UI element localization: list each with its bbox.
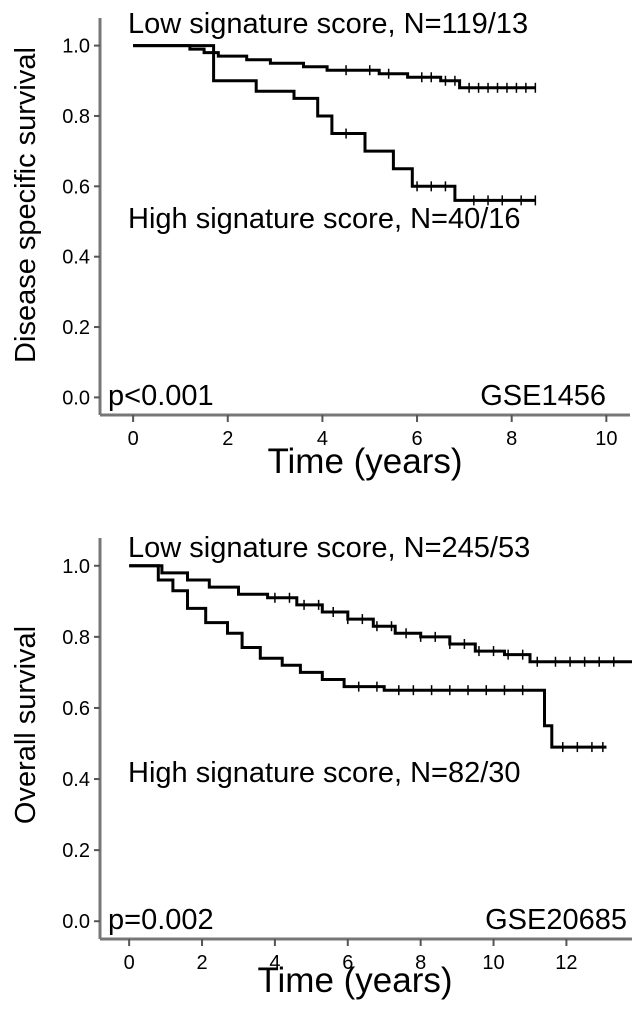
x-tick-label: 8 (506, 428, 517, 450)
x-tick-label: 0 (128, 428, 139, 450)
x-tick-label: 6 (342, 952, 353, 974)
low-group-label: Low signature score, N=119/13 (128, 8, 528, 40)
y-tick-label: 1.0 (62, 556, 90, 578)
x-tick-label: 4 (317, 428, 328, 450)
survival-curve-high (129, 564, 607, 749)
low-group-label: Low signature score, N=245/53 (128, 532, 530, 564)
y-tick-label: 0.0 (62, 911, 90, 933)
y-tick-label: 1.0 (62, 36, 90, 58)
x-tick-label: 12 (555, 952, 577, 974)
y-tick-label: 0.2 (62, 840, 90, 862)
x-tick-label: 4 (269, 952, 280, 974)
y-axis-title: Overall survival (10, 626, 42, 824)
dataset-label: GSE20685 (485, 904, 627, 936)
y-tick-label: 0.8 (62, 627, 90, 649)
high-group-label: High signature score, N=40/16 (128, 203, 521, 235)
x-axis-title: Time (years) (257, 961, 452, 1000)
p-value-label: p=0.002 (108, 904, 214, 936)
x-tick-label: 8 (415, 952, 426, 974)
x-axis-title: Time (years) (267, 442, 462, 481)
y-tick-label: 0.6 (62, 698, 90, 720)
y-axis-title: Disease specific survival (10, 47, 42, 363)
km-chart-dss: Disease specific survival Time (years) L… (10, 8, 630, 481)
y-tick-label: 0.0 (62, 387, 90, 409)
x-tick-label: 2 (196, 952, 207, 974)
survival-curve-low (133, 44, 536, 90)
high-group-label: High signature score, N=82/30 (128, 757, 521, 789)
dataset-label: GSE1456 (480, 380, 606, 412)
x-tick-label: 2 (222, 428, 233, 450)
p-value-label: p<0.001 (108, 380, 214, 412)
chart-panel-os: Overall survival Time (years) Low signat… (0, 520, 632, 1009)
y-tick-label: 0.4 (62, 247, 90, 269)
x-tick-label: 10 (482, 952, 504, 974)
survival-curve-high (133, 44, 536, 202)
y-axis-label-os: Overall survival (10, 626, 42, 824)
x-tick-label: 0 (124, 952, 135, 974)
y-axis-label-dss: Disease specific survival (10, 47, 42, 363)
km-chart-os: Overall survival Time (years) Low signat… (10, 532, 632, 1000)
y-tick-label: 0.4 (62, 769, 90, 791)
y-tick-label: 0.8 (62, 106, 90, 128)
chart-panel-dss: Disease specific survival Time (years) L… (0, 0, 632, 490)
y-tick-label: 0.2 (62, 317, 90, 339)
y-tick-label: 0.6 (62, 176, 90, 198)
x-tick-label: 6 (411, 428, 422, 450)
x-tick-label: 10 (595, 428, 617, 450)
